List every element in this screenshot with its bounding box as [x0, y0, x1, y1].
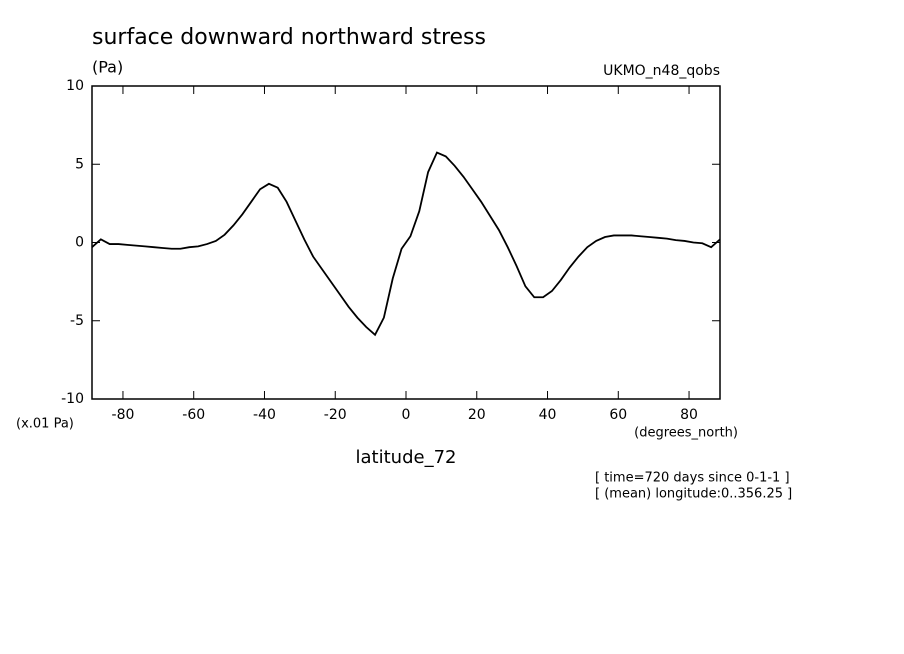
- y-tick-label: -10: [61, 391, 84, 407]
- x-tick-label: 80: [680, 407, 698, 423]
- x-tick-label: 20: [468, 407, 486, 423]
- x-tick-label: 40: [539, 407, 557, 423]
- note: [ time=720 days since 0-1-1 ]: [595, 471, 790, 486]
- x-tick-label: 0: [402, 407, 411, 423]
- y-tick-label: -5: [70, 313, 84, 329]
- note: [ (mean) longitude:0..356.25 ]: [595, 487, 792, 502]
- y-tick-label: 5: [75, 156, 84, 172]
- x-tick-label: -60: [182, 407, 205, 423]
- dataset-label: UKMO_n48_qobs: [603, 63, 720, 79]
- x-units: (degrees_north): [634, 426, 738, 441]
- y-units: (Pa): [92, 58, 123, 77]
- y-tick-label: 0: [75, 235, 84, 251]
- data-line: [91, 151, 721, 337]
- y-scale-note: (x.01 Pa): [16, 417, 74, 432]
- x-tick-label: 60: [609, 407, 627, 423]
- x-tick-label: -20: [324, 407, 347, 423]
- x-tick-label: -40: [253, 407, 276, 423]
- x-tick-label: -80: [112, 407, 135, 423]
- x-axis-label: latitude_72: [356, 447, 457, 468]
- y-tick-label: 10: [66, 78, 84, 94]
- chart-title: surface downward northward stress: [92, 25, 486, 50]
